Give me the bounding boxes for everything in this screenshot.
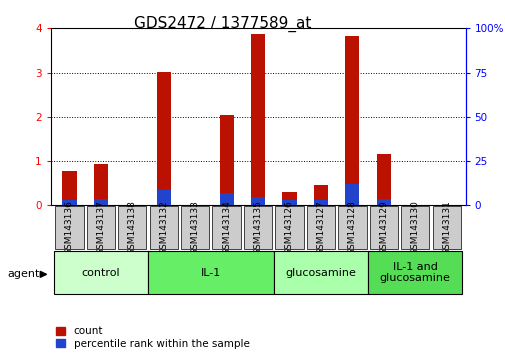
Text: GSM143128: GSM143128	[347, 200, 356, 255]
Text: GSM143136: GSM143136	[65, 200, 74, 255]
Text: GSM143126: GSM143126	[284, 200, 293, 255]
Bar	[376, 154, 390, 205]
FancyBboxPatch shape	[275, 206, 303, 249]
Text: GSM143132: GSM143132	[159, 200, 168, 255]
Bar	[93, 199, 108, 205]
Bar	[157, 72, 171, 205]
Text: GSM143127: GSM143127	[316, 200, 325, 255]
Bar	[344, 184, 359, 205]
FancyBboxPatch shape	[367, 251, 462, 294]
Text: GSM143130: GSM143130	[410, 200, 419, 255]
FancyBboxPatch shape	[337, 206, 366, 249]
FancyBboxPatch shape	[369, 206, 397, 249]
FancyBboxPatch shape	[86, 206, 115, 249]
FancyBboxPatch shape	[54, 251, 148, 294]
FancyBboxPatch shape	[212, 206, 240, 249]
Text: GSM143138: GSM143138	[128, 200, 136, 255]
Text: IL-1 and
glucosamine: IL-1 and glucosamine	[379, 262, 450, 284]
Bar	[376, 199, 390, 205]
Bar	[219, 115, 233, 205]
Legend: count, percentile rank within the sample: count, percentile rank within the sample	[56, 326, 249, 349]
Text: GSM143133: GSM143133	[190, 200, 199, 255]
FancyBboxPatch shape	[181, 206, 209, 249]
Bar	[282, 192, 296, 205]
Bar	[62, 200, 76, 205]
Bar	[250, 34, 265, 205]
Bar	[93, 164, 108, 205]
Text: IL-1: IL-1	[200, 268, 221, 278]
Text: GSM143129: GSM143129	[379, 200, 387, 255]
Bar	[219, 193, 233, 205]
FancyBboxPatch shape	[149, 206, 178, 249]
Text: GSM143135: GSM143135	[253, 200, 262, 255]
Text: GSM143131: GSM143131	[441, 200, 450, 255]
Bar	[157, 190, 171, 205]
Bar	[250, 198, 265, 205]
FancyBboxPatch shape	[400, 206, 429, 249]
FancyBboxPatch shape	[55, 206, 83, 249]
FancyBboxPatch shape	[273, 251, 367, 294]
Text: GSM143137: GSM143137	[96, 200, 105, 255]
FancyBboxPatch shape	[243, 206, 272, 249]
Bar	[62, 171, 76, 205]
Text: control: control	[81, 268, 120, 278]
Bar	[313, 184, 327, 205]
Bar	[344, 36, 359, 205]
Text: agent: agent	[8, 269, 40, 279]
Bar	[313, 200, 327, 205]
FancyBboxPatch shape	[118, 206, 146, 249]
FancyBboxPatch shape	[148, 251, 273, 294]
FancyBboxPatch shape	[432, 206, 460, 249]
FancyBboxPatch shape	[306, 206, 334, 249]
Text: glucosamine: glucosamine	[285, 268, 356, 278]
Text: GDS2472 / 1377589_at: GDS2472 / 1377589_at	[134, 16, 311, 32]
Text: GSM143134: GSM143134	[222, 200, 231, 255]
Bar	[282, 200, 296, 205]
